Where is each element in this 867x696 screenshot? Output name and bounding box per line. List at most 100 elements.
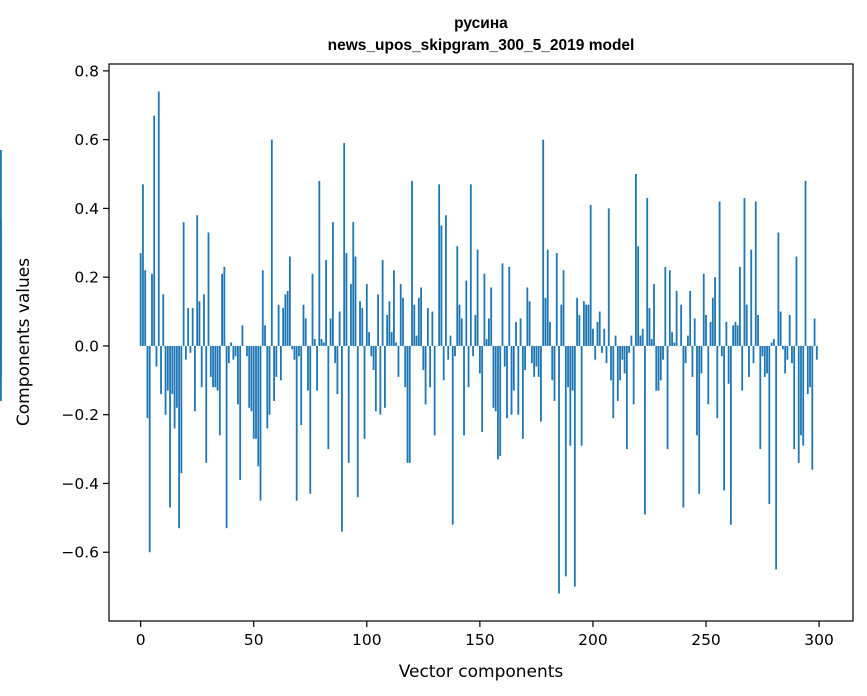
bar	[729, 345, 732, 525]
bar	[241, 325, 244, 346]
bar	[481, 345, 484, 432]
bar	[759, 345, 762, 450]
bar	[682, 345, 685, 508]
bar	[558, 345, 560, 594]
bar	[761, 345, 764, 357]
bar	[546, 249, 549, 346]
bar	[399, 284, 402, 346]
bar	[431, 311, 434, 346]
bar	[383, 345, 386, 408]
bar	[639, 335, 642, 346]
bar	[716, 345, 719, 419]
y-tick-label: 0.8	[74, 62, 99, 80]
bar	[772, 339, 775, 346]
bar	[784, 345, 787, 374]
bar	[465, 280, 468, 346]
bar	[528, 301, 531, 346]
x-tick-label: 150	[465, 631, 495, 649]
bar	[284, 294, 287, 346]
x-tick-label: 300	[804, 631, 834, 649]
bar	[374, 345, 377, 412]
bar	[289, 256, 291, 346]
x-tick-label: 100	[352, 631, 382, 649]
bar	[139, 253, 142, 346]
bar	[379, 345, 382, 415]
bar	[549, 321, 551, 346]
bar	[537, 345, 540, 377]
bar	[687, 335, 689, 346]
bar	[250, 345, 253, 412]
bar	[221, 273, 223, 346]
y-axis-label: Components values	[14, 258, 34, 426]
bar	[607, 208, 610, 346]
bar	[270, 139, 273, 346]
bar	[365, 284, 368, 346]
bar	[806, 345, 809, 395]
bar	[445, 215, 447, 346]
bar	[580, 345, 583, 446]
bar	[469, 184, 472, 346]
bar	[194, 345, 196, 412]
bar	[619, 345, 621, 381]
bar	[815, 345, 818, 360]
bar	[657, 345, 660, 391]
bar	[0, 345, 2, 364]
bar	[791, 345, 793, 364]
bar	[359, 301, 361, 346]
bar	[413, 304, 416, 346]
bar	[786, 345, 789, 360]
bar	[178, 345, 181, 529]
bar	[610, 345, 612, 381]
bar	[666, 345, 669, 450]
bar	[592, 328, 594, 346]
bar	[517, 345, 520, 415]
bar	[175, 345, 178, 408]
bar	[356, 345, 359, 498]
bar	[646, 198, 649, 346]
bar	[752, 345, 755, 364]
bar	[560, 304, 563, 346]
bar	[408, 345, 411, 463]
bar	[200, 345, 203, 388]
bar	[745, 304, 748, 346]
bar	[442, 345, 445, 381]
y-tick-label: 0.4	[74, 200, 99, 218]
y-tick-label: −0.2	[61, 406, 99, 424]
bar	[768, 345, 771, 505]
bar	[456, 246, 459, 346]
bar	[198, 301, 201, 346]
bar	[302, 304, 305, 346]
bar	[246, 345, 248, 357]
bar	[515, 321, 517, 346]
bar	[671, 332, 673, 346]
bar	[474, 314, 477, 346]
bar	[239, 345, 242, 481]
bar	[797, 345, 800, 463]
bar	[230, 342, 233, 346]
bar	[279, 345, 282, 381]
bar	[404, 345, 407, 388]
bar	[585, 304, 588, 346]
bar	[223, 266, 226, 346]
bar	[673, 342, 676, 346]
bar	[370, 345, 373, 357]
bar	[544, 297, 547, 346]
x-tick-label: 250	[691, 631, 721, 649]
bar	[571, 345, 574, 391]
bar	[329, 318, 332, 346]
bar	[811, 345, 814, 470]
bar	[478, 345, 481, 374]
bar	[741, 345, 744, 391]
bar	[153, 115, 156, 346]
bar	[257, 345, 260, 467]
bar	[218, 345, 221, 436]
bar	[530, 345, 533, 364]
bar	[155, 345, 158, 367]
bar	[180, 345, 183, 474]
y-tick-label: 0.2	[74, 269, 99, 287]
bar	[693, 318, 696, 346]
y-tick-label: 0.0	[74, 337, 99, 355]
chart-title: русина	[454, 15, 508, 32]
bar	[463, 345, 465, 436]
bar	[460, 318, 463, 346]
